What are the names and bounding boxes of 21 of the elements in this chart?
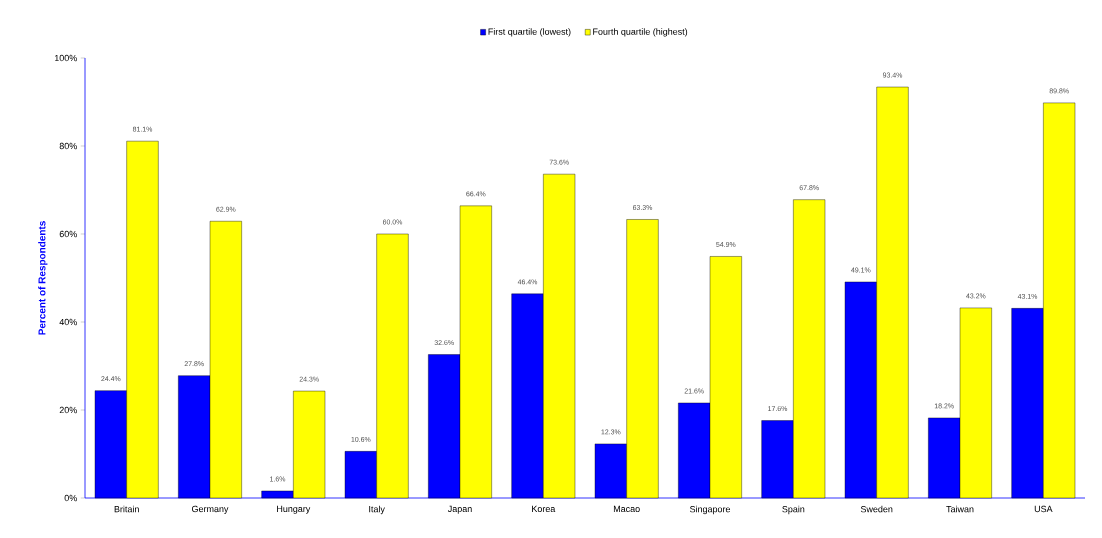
x-tick-label: Spain [782,505,805,515]
x-tick-label: Italy [369,505,385,515]
y-tick-label: 0% [64,494,77,502]
x-tick-label: Britain [114,505,139,513]
x-tick-label: Hungary [277,505,311,514]
y-tick-label: 20% [59,406,77,414]
y-tick-label: 60% [59,230,77,238]
legend-label: Fourth quartile (highest) [593,28,688,37]
legend-label: First quartile (lowest) [488,28,571,37]
y-tick-label: 80% [59,142,77,150]
x-tick-label: USA [1034,505,1053,513]
y-axis-title: Percent of Respondents [38,221,48,335]
x-tick-label: Macao [613,505,640,513]
y-tick-label: 100% [54,54,77,62]
y-tick-label: 40% [59,318,77,326]
x-tick-label: Taiwan [946,505,974,513]
x-tick-label: Singapore [689,505,731,515]
x-tick-label: Sweden [860,505,893,513]
x-tick-label: Germany [192,505,229,514]
x-tick-label: Japan [447,505,472,514]
x-tick-label: Korea [532,505,556,513]
